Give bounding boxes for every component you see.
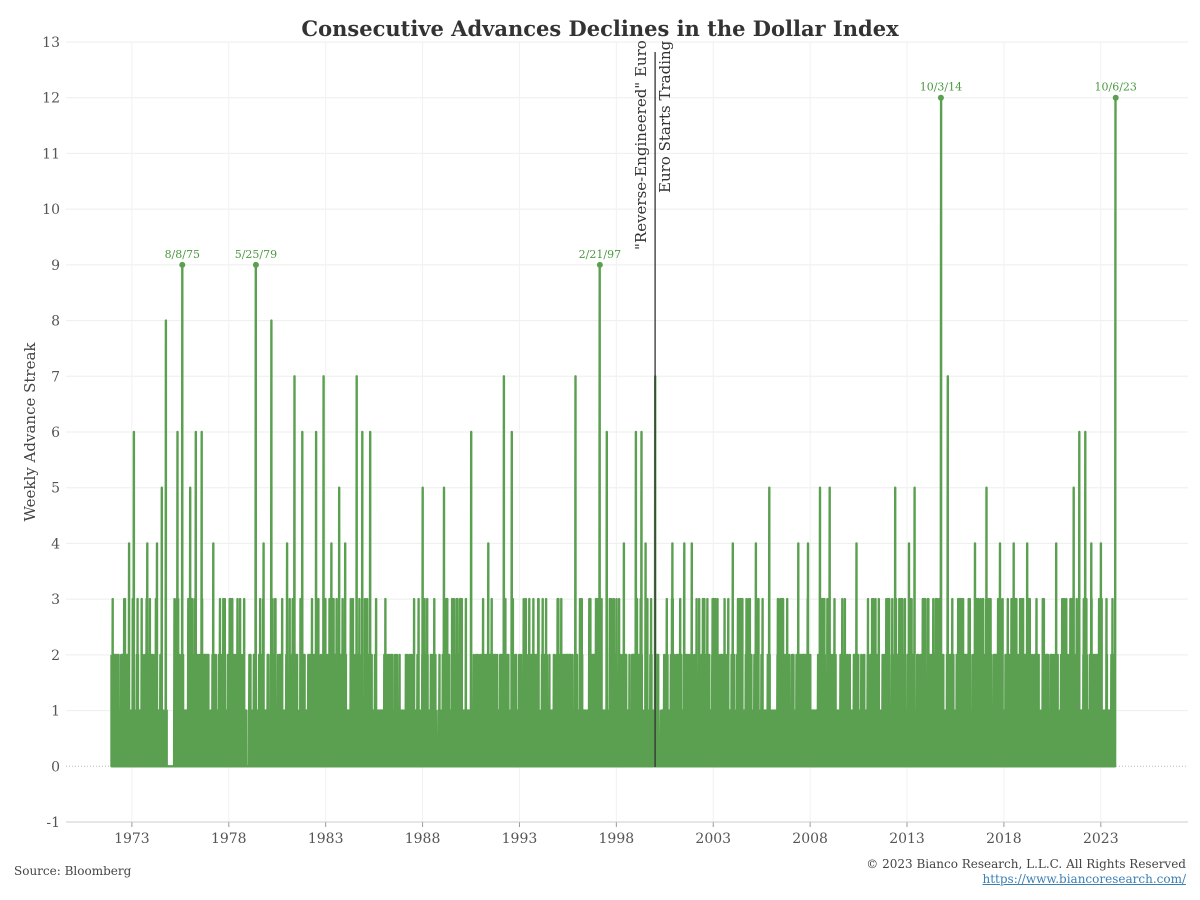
peak-label: 10/3/14	[920, 81, 962, 94]
x-tick-label: 1998	[599, 831, 635, 847]
peak-label: 2/21/97	[579, 248, 621, 261]
x-tick-label: 1983	[308, 831, 344, 847]
y-axis-label: Weekly Advance Streak	[21, 342, 39, 522]
chart-title: Consecutive Advances Declines in the Dol…	[301, 16, 899, 41]
y-tick-label: 11	[42, 146, 60, 162]
peak-marker	[1112, 94, 1119, 101]
annotation-reverse-engineered-euro: "Reverse-Engineered" Euro	[632, 40, 650, 250]
x-tick-label: 1973	[114, 831, 150, 847]
y-tick-label: -1	[46, 815, 60, 831]
x-tick-label: 2003	[695, 831, 731, 847]
x-tick-label: 1988	[405, 831, 441, 847]
copyright-note: © 2023 Bianco Research, L.L.C. All Right…	[866, 857, 1186, 871]
y-tick-label: 6	[51, 425, 60, 441]
y-tick-label: 4	[51, 536, 60, 552]
y-tick-label: 10	[42, 202, 60, 218]
peak-marker	[937, 94, 944, 101]
y-tick-label: 0	[51, 759, 60, 775]
y-tick-label: 2	[51, 648, 60, 664]
peak-label: 10/6/23	[1095, 81, 1137, 94]
x-tick-label: 1978	[211, 831, 247, 847]
peak-marker	[252, 261, 259, 268]
y-tick-label: 3	[51, 592, 60, 608]
x-tick-label: 2008	[792, 831, 828, 847]
x-tick-label: 2013	[889, 831, 925, 847]
y-tick-label: 8	[51, 314, 60, 330]
y-tick-label: 12	[42, 91, 60, 107]
annotation-euro-starts-trading: Euro Starts Trading	[656, 40, 674, 193]
source-note: Source: Bloomberg	[14, 864, 132, 878]
peak-label: 8/8/75	[165, 248, 200, 261]
y-tick-label: 7	[51, 369, 60, 385]
website-link[interactable]: https://www.biancoresearch.com/	[982, 872, 1186, 886]
streak-series-line	[110, 96, 1117, 768]
x-tick-label: 2018	[986, 831, 1022, 847]
y-tick-label: 9	[51, 258, 60, 274]
y-tick-label: 5	[51, 481, 60, 497]
peak-label: 5/25/79	[235, 248, 277, 261]
y-tick-label: 13	[42, 35, 60, 51]
x-tick-label: 1993	[502, 831, 538, 847]
x-tick-label: 2023	[1083, 831, 1119, 847]
y-tick-label: 1	[51, 704, 60, 720]
peak-marker	[596, 261, 603, 268]
peak-marker	[179, 261, 186, 268]
